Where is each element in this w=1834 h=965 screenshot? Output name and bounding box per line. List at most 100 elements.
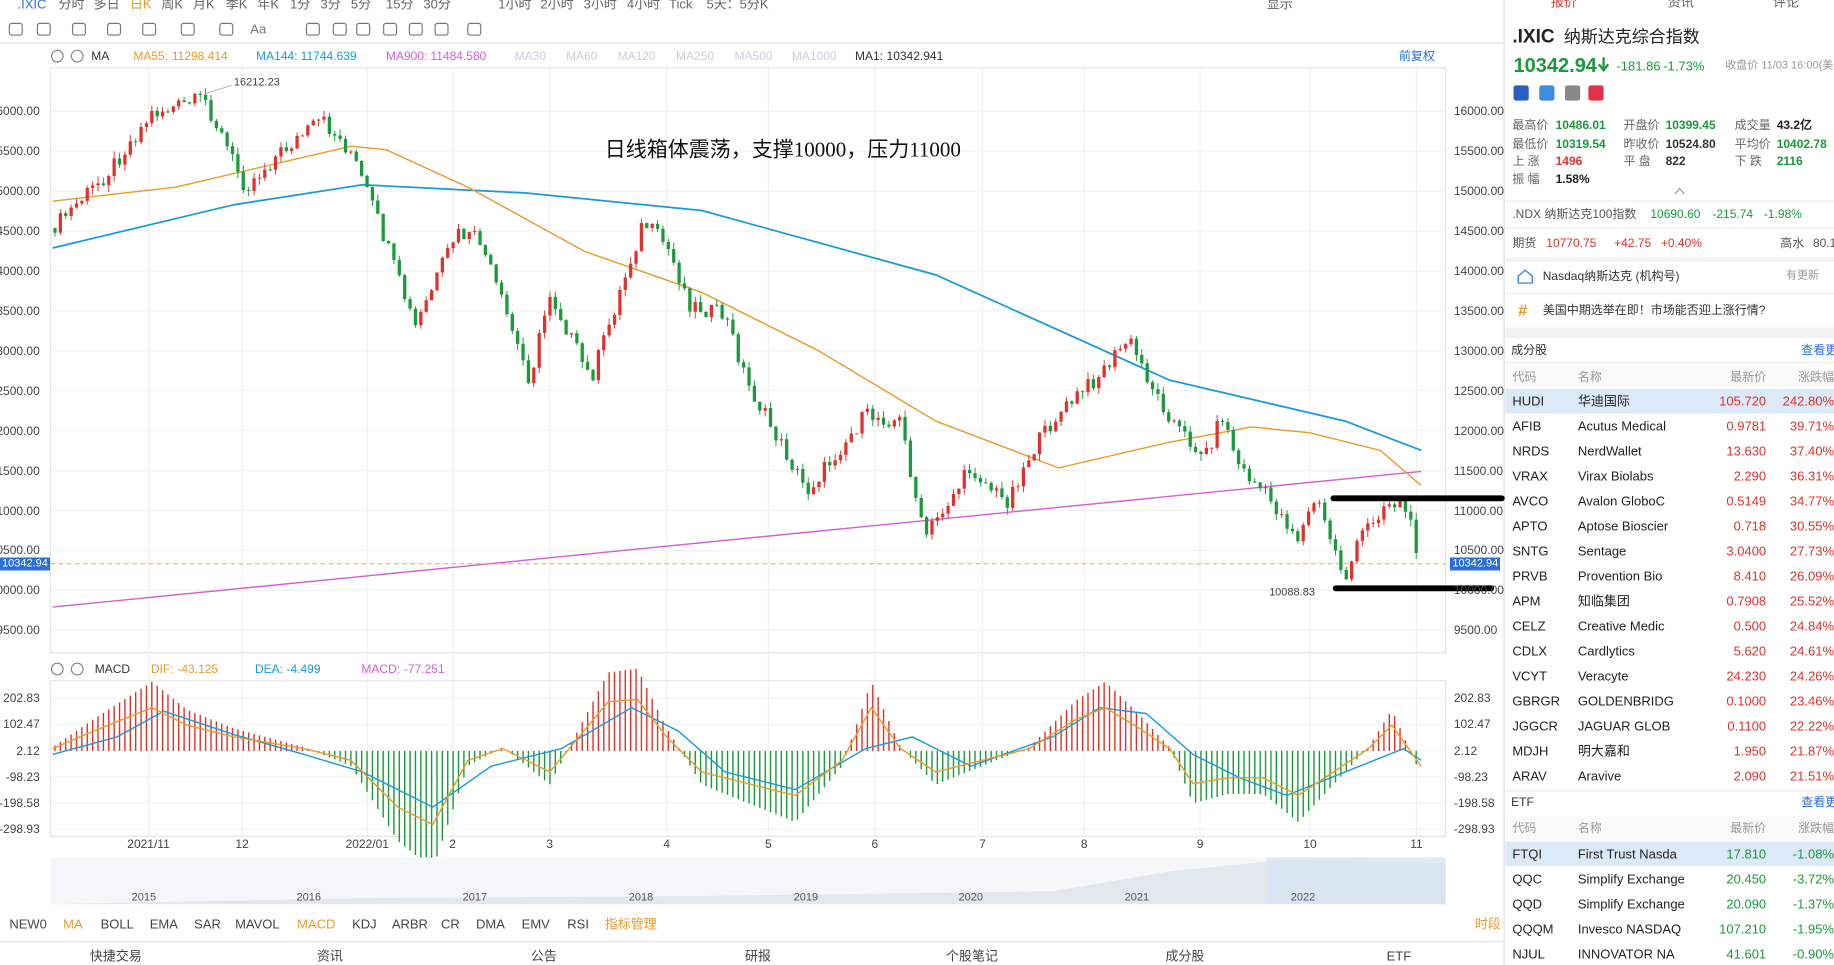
candle-body xyxy=(1360,530,1365,541)
period-tab[interactable]: Tick xyxy=(669,0,693,11)
period-tab[interactable]: 5天：5分K xyxy=(706,0,769,11)
panel-tab[interactable]: 评论 xyxy=(1773,0,1800,10)
macd-item-value: -77.251 xyxy=(403,662,445,677)
candle-body xyxy=(1037,432,1042,455)
indicator-tab[interactable]: RSI xyxy=(567,916,589,932)
indicator-tab[interactable]: MA xyxy=(63,916,83,932)
candle-body xyxy=(1414,519,1418,554)
indicator-tab[interactable]: BOLL xyxy=(100,916,134,932)
price-tick: 11000.00 xyxy=(0,503,40,518)
period-tab[interactable]: 日K xyxy=(129,0,152,11)
table-cell[interactable]: MDJH xyxy=(1512,743,1549,759)
table-cell[interactable]: ARAV xyxy=(1512,768,1547,784)
candle-body xyxy=(155,110,159,117)
indicator-tab[interactable]: ARBR xyxy=(391,916,428,932)
candle-body xyxy=(1188,431,1192,447)
symbol-tab[interactable]: .IXIC xyxy=(17,0,47,11)
period-tab[interactable]: 15分 xyxy=(385,0,414,11)
table-cell[interactable]: JGGCR xyxy=(1512,718,1558,734)
period-tab[interactable]: 3小时 xyxy=(583,0,617,11)
table-cell[interactable]: CELZ xyxy=(1512,618,1546,634)
panel-tab[interactable]: 资讯 xyxy=(1667,0,1694,10)
macd-name: MACD xyxy=(94,662,131,677)
period-tab[interactable]: 1分 xyxy=(290,0,311,11)
table-cell[interactable]: GBRGR xyxy=(1512,693,1561,709)
panel-tab[interactable]: 报价 xyxy=(1550,0,1577,10)
period-setting[interactable]: 时段 xyxy=(1474,916,1501,932)
price-tick: 10500.00 xyxy=(1453,543,1504,558)
table-cell[interactable]: FTQI xyxy=(1512,846,1542,862)
candle-body xyxy=(811,487,816,495)
table-cell[interactable]: VRAX xyxy=(1512,468,1548,484)
indicator-tab[interactable]: MACD xyxy=(297,916,336,932)
candle-body xyxy=(623,277,627,290)
table-cell[interactable]: QQC xyxy=(1512,871,1542,887)
table-cell[interactable]: CDLX xyxy=(1512,643,1548,659)
candle-body xyxy=(607,324,611,336)
period-tab[interactable]: 4小时 xyxy=(626,0,661,11)
macd-tick: -298.93 xyxy=(1453,821,1495,836)
price-tick: 10500.00 xyxy=(0,543,40,558)
candle-body xyxy=(1091,379,1096,389)
adjust-button[interactable]: 前复权 xyxy=(1398,49,1435,64)
table-cell[interactable]: SNTG xyxy=(1512,543,1549,559)
candle-body xyxy=(90,185,95,188)
indicator-tab[interactable]: MAVOL xyxy=(235,916,280,932)
bottom-tab[interactable]: ETF xyxy=(1386,948,1412,964)
bottom-tab[interactable]: 快捷交易 xyxy=(89,948,142,964)
table-cell[interactable]: NJUL xyxy=(1512,946,1545,962)
bottom-tab[interactable]: 资讯 xyxy=(316,948,343,964)
table-cell: 41.601 xyxy=(1726,946,1767,962)
table-cell[interactable]: AVCO xyxy=(1512,493,1549,509)
table-cell[interactable]: AFIB xyxy=(1512,418,1542,434)
period-tab[interactable]: 1小时 xyxy=(498,0,532,11)
stat-label: 成交量 xyxy=(1734,118,1771,133)
table-cell[interactable]: PRVB xyxy=(1512,568,1548,584)
period-tab[interactable]: 5分 xyxy=(350,0,372,11)
period-tab[interactable]: 3分 xyxy=(320,0,341,11)
candle-body xyxy=(1237,450,1241,465)
macd-tick: -98.23 xyxy=(1453,769,1488,784)
font-tool[interactable]: Aa xyxy=(250,21,267,37)
period-tab[interactable]: 季K xyxy=(225,0,248,11)
period-tab[interactable]: 周K xyxy=(161,0,184,11)
indicator-tab[interactable]: 指标管理 xyxy=(604,916,657,932)
news-link[interactable]: 美国中期选举在即！市场能否迎上涨行情? xyxy=(1542,302,1766,317)
table-cell: Aptose Bioscier xyxy=(1577,518,1669,534)
period-tab[interactable]: 30分 xyxy=(423,0,451,11)
table-cell[interactable]: QQQM xyxy=(1512,921,1554,937)
tool-icon xyxy=(36,22,51,36)
bottom-tab[interactable]: 研报 xyxy=(744,948,771,964)
account-name[interactable]: Nasdaq纳斯达克 (机构号) xyxy=(1542,269,1680,284)
more-link[interactable]: 查看更多 xyxy=(1801,795,1834,810)
date-tick: 4 xyxy=(663,837,671,852)
indicator-tab[interactable]: KDJ xyxy=(352,916,377,932)
indicator-tab[interactable]: CR xyxy=(440,916,460,932)
stat-label: 开盘价 xyxy=(1623,118,1660,133)
table-cell[interactable]: HUDI xyxy=(1512,393,1545,409)
bottom-tab[interactable]: 公告 xyxy=(530,948,557,964)
indicator-tab[interactable]: EMA xyxy=(149,916,178,932)
table-cell[interactable]: APM xyxy=(1512,593,1541,609)
indicator-tab[interactable]: NEW0 xyxy=(9,916,47,932)
bottom-tab[interactable]: 成分股 xyxy=(1165,948,1205,964)
indicator-tab[interactable]: SAR xyxy=(194,916,221,932)
table-cell[interactable]: NRDS xyxy=(1512,443,1550,459)
table-cell[interactable]: QQD xyxy=(1512,896,1542,912)
period-tab[interactable]: 分时 xyxy=(58,0,85,11)
table-cell[interactable]: APTO xyxy=(1512,518,1548,534)
period-tab[interactable]: 2小时 xyxy=(540,0,574,11)
period-tab[interactable]: 月K xyxy=(192,0,215,11)
candle-body xyxy=(919,497,923,518)
tool-icon xyxy=(408,22,423,36)
bottom-tab[interactable]: 个股笔记 xyxy=(945,948,998,964)
display-button[interactable]: 显示 xyxy=(1266,0,1293,11)
period-tab[interactable]: 年K xyxy=(257,0,279,11)
indicator-tab[interactable]: EMV xyxy=(521,916,550,932)
more-link[interactable]: 查看更多 xyxy=(1801,342,1834,357)
period-tab[interactable]: 多日 xyxy=(93,0,120,11)
table-cell[interactable]: VCYT xyxy=(1512,668,1548,684)
stat-value: 2116 xyxy=(1776,154,1803,169)
price-tick: 14000.00 xyxy=(1453,263,1504,278)
indicator-tab[interactable]: DMA xyxy=(476,916,505,932)
